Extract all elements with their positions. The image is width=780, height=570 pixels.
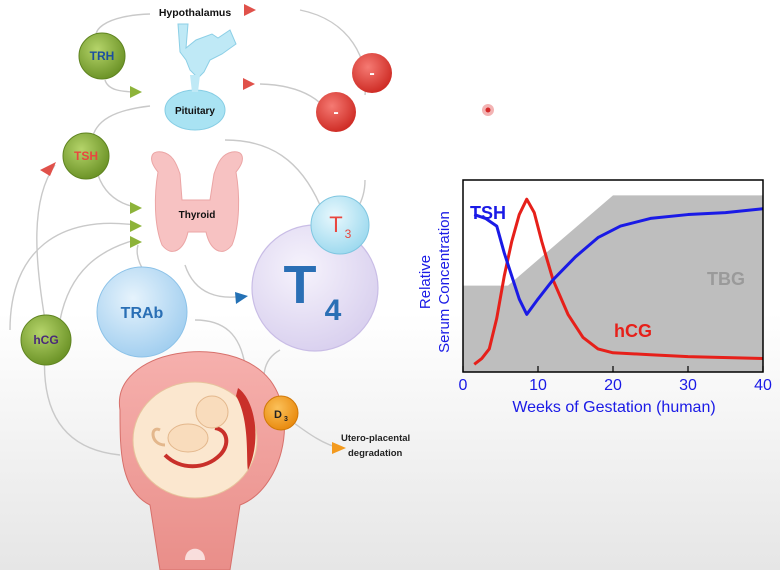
hcg-node	[20, 314, 72, 366]
t3-label: T	[329, 212, 342, 237]
trab-label: TRAb	[121, 305, 164, 322]
pituitary-gland	[164, 23, 237, 131]
trh-label: TRH	[90, 49, 115, 63]
pituitary-label: Pituitary	[175, 106, 215, 117]
negative-sign-label: -	[333, 104, 338, 121]
degradation-label-line2: degradation	[348, 448, 403, 459]
series-label-tbg: TBG	[707, 269, 745, 289]
t3-subscript: 3	[345, 227, 352, 241]
arrow-head-icon	[235, 292, 248, 304]
degradation-label-line1: Utero-placental	[341, 433, 410, 444]
arrow-head-icon	[243, 78, 255, 90]
series-label-tsh: TSH	[470, 203, 506, 223]
hcg-label: hCG	[33, 333, 58, 347]
x-tick-label: 30	[679, 377, 697, 394]
thyroid-label: Thyroid	[179, 210, 216, 221]
x-axis-label: Weeks of Gestation (human)	[512, 399, 715, 416]
arrow-head-icon	[130, 236, 142, 248]
arrow-head-icon	[40, 162, 56, 176]
y-axis-label-line1: Relative	[417, 255, 434, 309]
arrow-head-icon	[130, 86, 142, 98]
gestation-chart: 0 10 20 30 40 Weeks of Gestation (human) Rel…	[417, 179, 772, 416]
arrow-head-icon	[244, 4, 256, 16]
x-tick-label: 10	[529, 377, 547, 394]
hypothalamus-label: Hypothalamus	[159, 7, 232, 19]
x-tick-label: 0	[459, 377, 468, 394]
arrow-head-icon	[130, 220, 142, 232]
tsh-node	[62, 132, 110, 180]
d3-node	[263, 395, 299, 431]
thyroid-gland	[151, 151, 243, 252]
x-tick-label: 20	[604, 377, 622, 394]
d3-label: D	[274, 409, 282, 421]
x-tick-label: 40	[754, 377, 772, 394]
pointer-dot-center-icon	[485, 107, 491, 113]
t3-node	[310, 195, 370, 255]
trab-node	[96, 266, 188, 358]
arrow-head-icon	[130, 202, 142, 214]
arrow-head-icon	[332, 442, 346, 454]
tsh-label: TSH	[74, 149, 98, 163]
arrow-heads	[40, 4, 346, 454]
t4-subscript: 4	[325, 294, 342, 327]
series-line-hcg	[473, 197, 764, 366]
trh-node	[78, 32, 126, 80]
negative-feedback-node	[316, 92, 356, 132]
negative-sign-label: -	[369, 65, 374, 82]
t4-label: T	[284, 255, 317, 315]
series-area-tbg	[463, 195, 763, 372]
series-label-hcg: hCG	[614, 321, 652, 341]
series-line-tsh	[473, 207, 764, 316]
y-axis-label-line2: Serum Concentration	[436, 211, 453, 353]
uterus-illustration	[119, 351, 285, 570]
d3-subscript: 3	[284, 416, 288, 423]
negative-feedback-node	[352, 53, 392, 93]
